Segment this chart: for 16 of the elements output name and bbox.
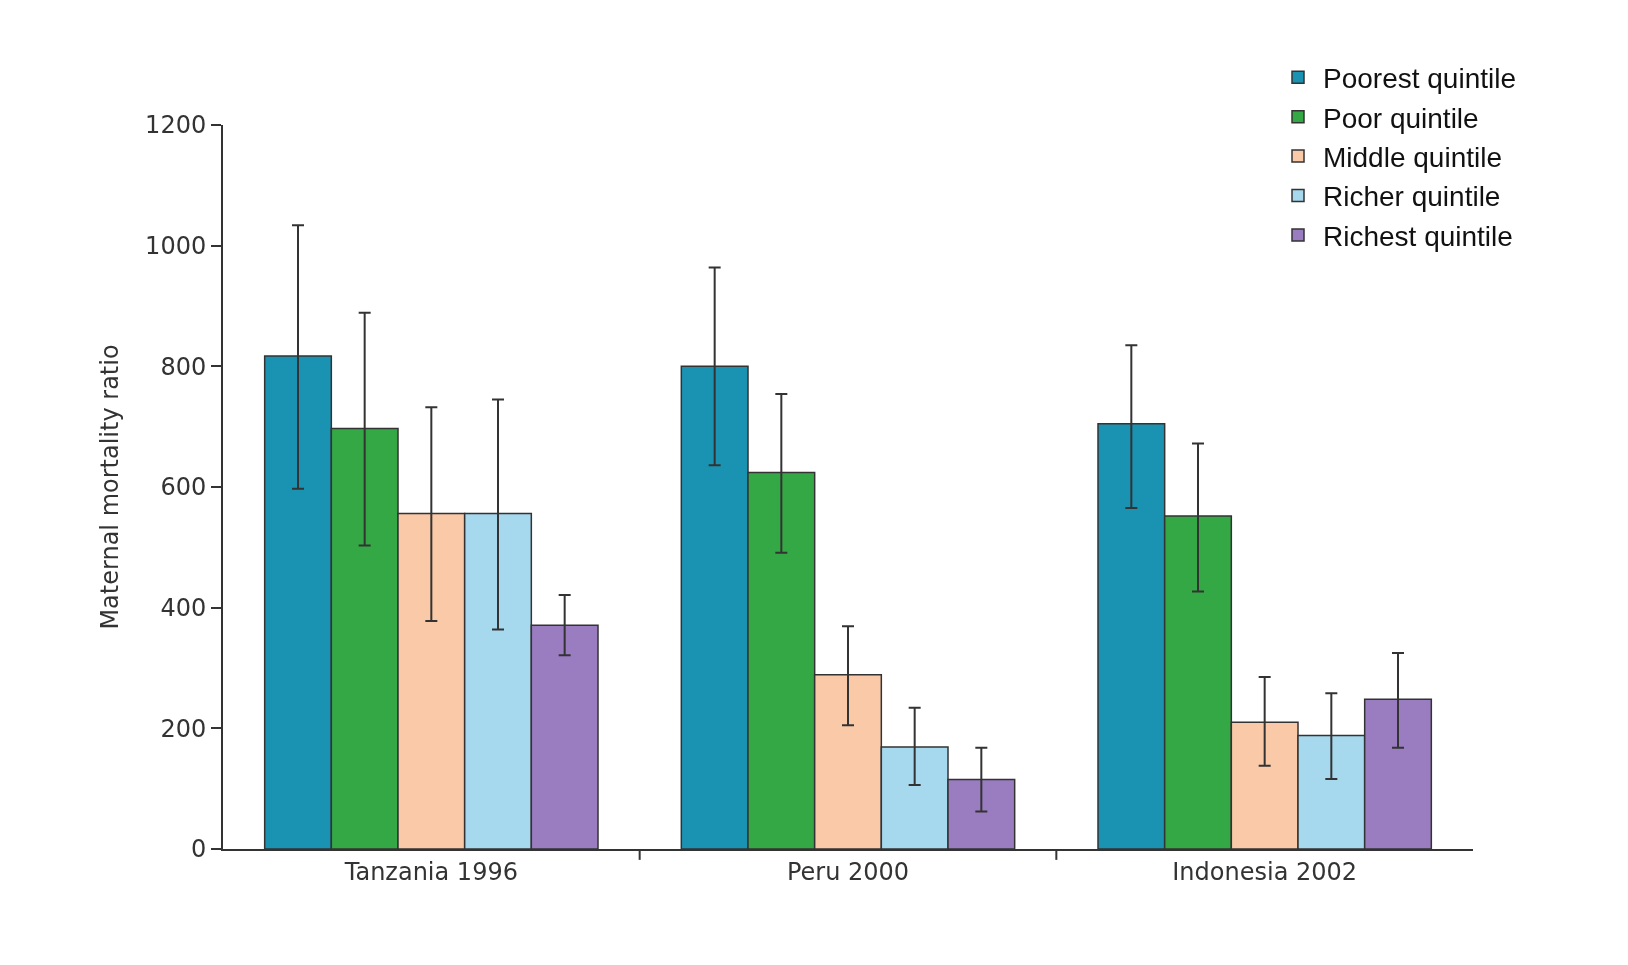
legend-label: Middle quintile (1323, 142, 1502, 174)
y-tick-label: 200 (160, 714, 207, 743)
y-tick-label: 1000 (145, 232, 207, 261)
x-tick-label: Indonesia 2002 (1172, 857, 1358, 886)
y-tick-label: 400 (160, 594, 207, 623)
x-tick-label: Peru 2000 (786, 857, 910, 886)
legend-label: Richer quintile (1323, 181, 1501, 213)
y-tick-label: 1200 (145, 111, 207, 140)
y-axis-title: Maternal mortality ratio (95, 344, 124, 630)
legend-label: Poor quintile (1323, 102, 1479, 134)
y-tick-label: 600 (160, 473, 207, 502)
y-tick-label: 800 (160, 352, 207, 381)
legend-label: Richest quintile (1323, 220, 1513, 252)
x-tick-label: Tanzania 1996 (343, 857, 518, 886)
y-tick-label: 0 (190, 835, 207, 864)
legend-label: Poorest quintile (1323, 63, 1517, 95)
